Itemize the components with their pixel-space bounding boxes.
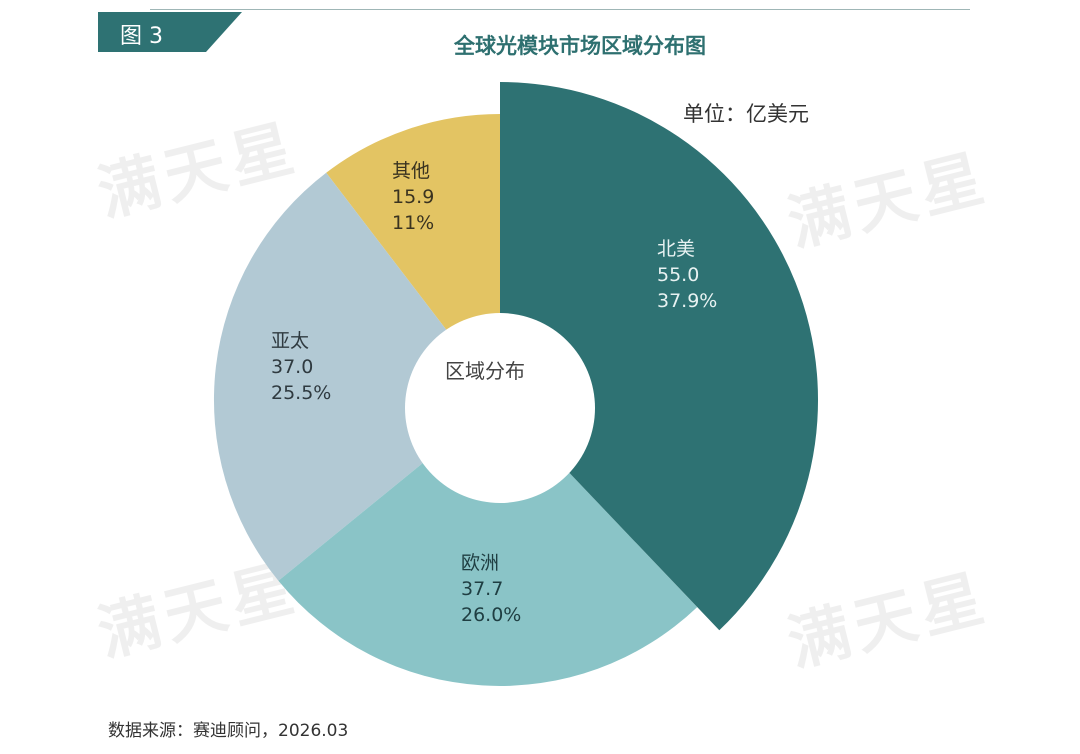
label-value: 37.0 (271, 356, 314, 378)
label-asia-pacific: 亚太 37.0 25.5% (271, 328, 331, 406)
figure-tag-shape (98, 12, 242, 52)
slice-north-america[interactable] (500, 82, 819, 631)
label-value: 15.9 (392, 186, 435, 208)
label-name: 亚太 (271, 330, 310, 352)
label-value: 55.0 (657, 264, 700, 286)
label-value: 37.7 (461, 578, 504, 600)
chart-title: 全球光模块市场区域分布图 (454, 34, 706, 58)
label-pct: 25.5% (271, 382, 332, 404)
slice-europe[interactable] (278, 400, 698, 686)
center-label: 区域分布 (445, 359, 525, 383)
top-rule (150, 9, 970, 10)
label-name: 其他 (392, 160, 431, 182)
label-north-america: 北美 55.0 37.9% (657, 236, 717, 314)
donut-hole (405, 313, 595, 503)
label-pct: 11% (392, 212, 435, 234)
unit-label: 单位：亿美元 (683, 102, 809, 126)
figure-tag-label: 图 3 (120, 24, 163, 49)
label-name: 北美 (657, 238, 696, 260)
slice-asia-pacific[interactable] (213, 172, 500, 581)
label-name: 欧洲 (461, 552, 500, 574)
label-pct: 37.9% (657, 290, 718, 312)
label-others: 其他 15.9 11% (392, 158, 434, 236)
label-europe: 欧洲 37.7 26.0% (461, 550, 521, 628)
figure-tag: 图 3 (98, 12, 242, 52)
label-pct: 26.0% (461, 604, 522, 626)
data-source: 数据来源：赛迪顾问，2026.03 (108, 721, 349, 741)
